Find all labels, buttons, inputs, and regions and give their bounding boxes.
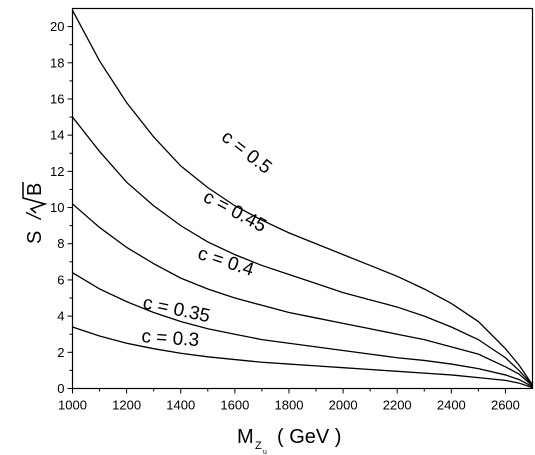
x-tick-label: 2400	[437, 398, 466, 413]
series-label-2: c = 0.4	[195, 243, 257, 281]
x-tick-label: 1400	[166, 398, 195, 413]
series-line-1	[71, 116, 533, 386]
y-tick-label: 4	[57, 309, 64, 324]
series-line-4	[72, 326, 533, 389]
y-tick-label: 0	[57, 381, 64, 396]
series-label-1: c = 0.45	[200, 186, 270, 237]
x-tick-label: 1000	[58, 398, 87, 413]
y-axis-title-slash: /	[24, 211, 46, 221]
y-axis-title-s: S	[24, 231, 46, 244]
series-line-0	[71, 10, 534, 386]
x-tick-label: 2200	[383, 398, 412, 413]
x-axis-title-sub2: u	[263, 449, 267, 455]
y-axis-ticks: 0 2 4 6 8 10 12 14 16 18 20	[50, 19, 73, 396]
series-layer	[71, 10, 534, 389]
y-tick-label: 14	[50, 128, 64, 143]
x-axis-title-sub1: Z	[255, 440, 262, 452]
series-labels: c = 0.5 c = 0.45 c = 0.4 c = 0.35c = 0.3	[141, 127, 276, 352]
y-tick-label: 12	[50, 164, 64, 179]
x-tick-label: 1800	[275, 398, 304, 413]
x-tick-label: 2600	[491, 398, 520, 413]
y-tick-label: 20	[50, 19, 64, 34]
plot-frame	[71, 7, 534, 390]
series-line-2	[72, 203, 533, 387]
y-tick-label: 6	[57, 272, 64, 287]
y-tick-label: 16	[50, 91, 64, 106]
x-axis-title-main: M	[237, 426, 254, 448]
series-label-3: c = 0.35	[141, 292, 212, 327]
series-label-4: c = 0.3	[141, 326, 200, 351]
x-axis-title-unit: ( GeV )	[277, 426, 341, 448]
x-axis-title: M Z u ( GeV )	[237, 426, 341, 455]
y-tick-label: 10	[50, 200, 64, 215]
y-axis-title-b: B	[24, 183, 46, 196]
sqrt-symbol	[22, 182, 48, 214]
series-line-3	[72, 272, 533, 388]
y-axis-title: S / B	[22, 182, 48, 244]
y-tick-label: 18	[50, 55, 64, 70]
x-tick-label: 1600	[220, 398, 249, 413]
x-tick-label: 2000	[329, 398, 358, 413]
x-tick-label: 1200	[112, 398, 141, 413]
series-label-0: c = 0.5	[217, 127, 275, 179]
y-tick-label: 2	[57, 345, 64, 360]
y-tick-label: 8	[57, 236, 64, 251]
x-axis-ticks: 1000 1200 1400 1600 1800 2000 2200 2400 2600	[58, 388, 520, 413]
